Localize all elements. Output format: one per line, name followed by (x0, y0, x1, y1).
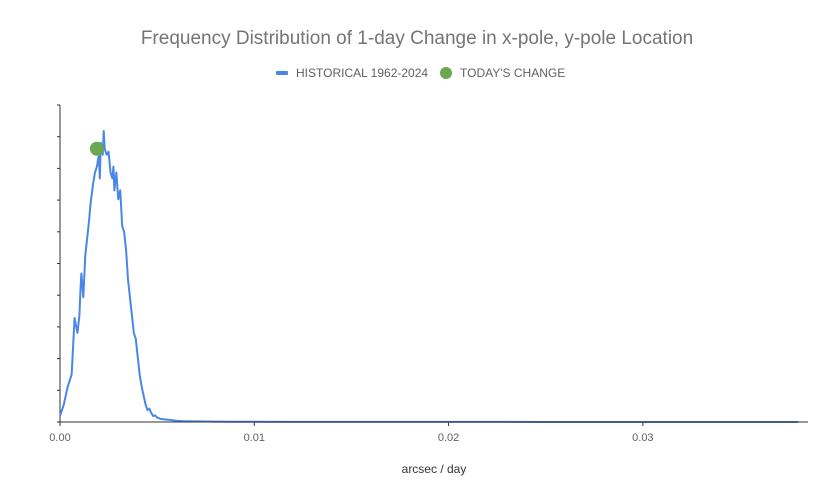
legend-historical-label: HISTORICAL 1962-2024 (296, 66, 428, 80)
x-tick-label: 0.02 (438, 432, 459, 444)
todays-change-point (89, 141, 104, 156)
x-ticks: 0.00 0.01 0.02 0.03 (49, 422, 654, 444)
x-tick-label: 0.00 (49, 432, 70, 444)
legend-today-swatch (440, 67, 452, 79)
chart-title: Frequency Distribution of 1-day Change i… (141, 28, 693, 49)
legend: HISTORICAL 1962-2024 TODAY'S CHANGE (276, 66, 565, 80)
todays-change-points (89, 141, 104, 156)
x-axis-title: arcsec / day (402, 462, 467, 476)
historical-series-line (59, 129, 799, 423)
y-minor-ticks (57, 104, 60, 423)
x-tick-label: 0.03 (632, 432, 653, 444)
legend-today-label: TODAY'S CHANGE (460, 66, 565, 80)
legend-historical-swatch (276, 71, 288, 75)
x-tick-label: 0.01 (244, 432, 265, 444)
